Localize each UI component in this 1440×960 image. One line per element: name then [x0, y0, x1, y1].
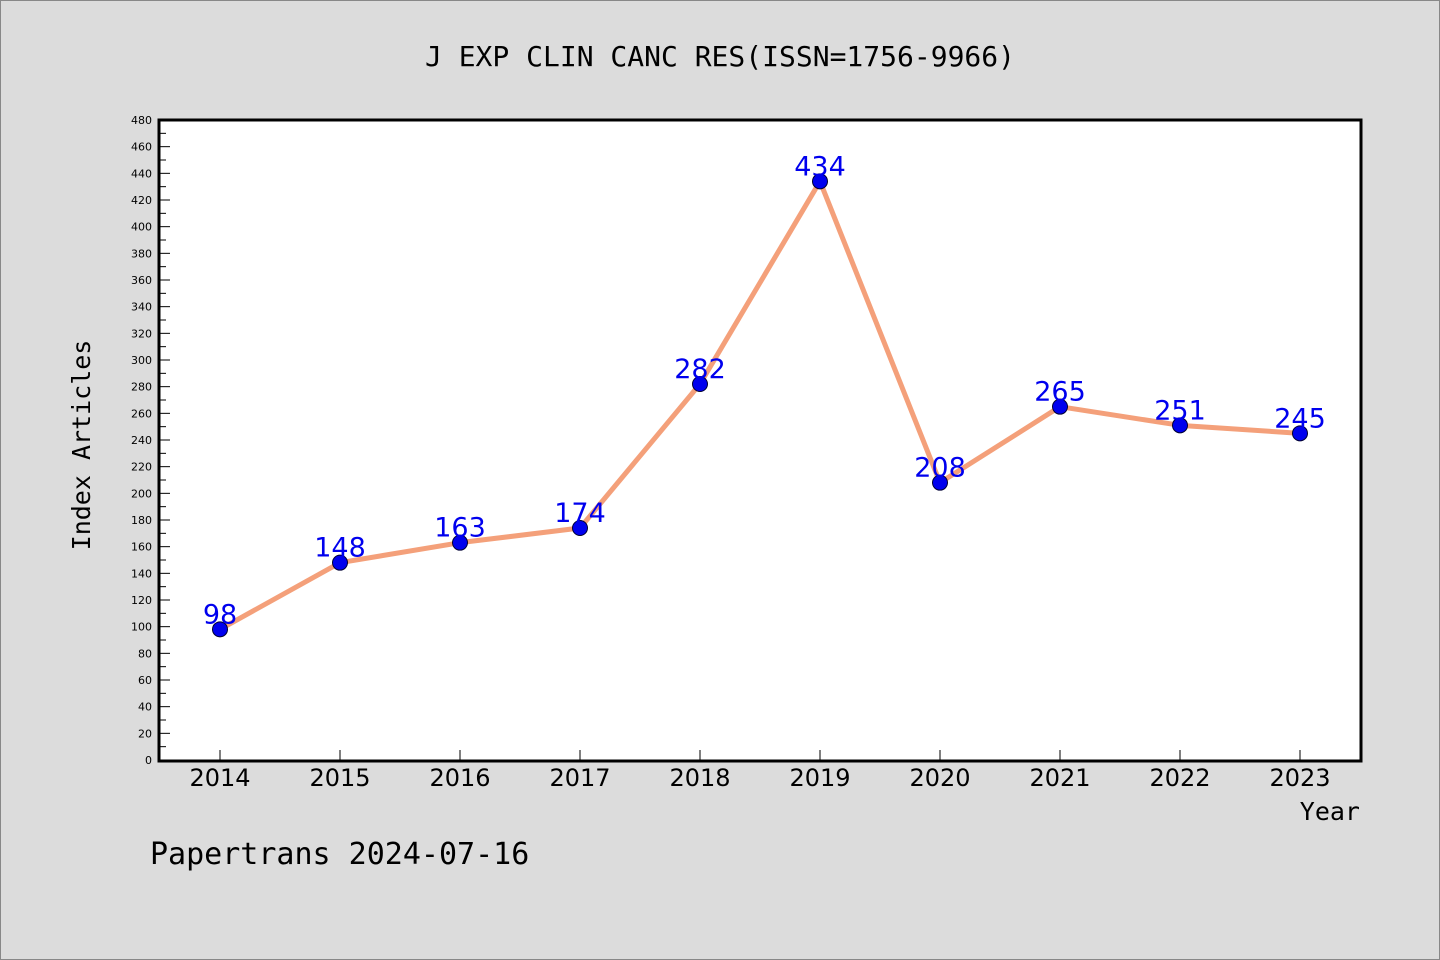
y-tick-label: 220	[131, 461, 152, 474]
y-tick-label: 140	[131, 567, 152, 580]
y-tick-label: 380	[131, 247, 152, 260]
data-label: 282	[674, 354, 726, 385]
data-point	[1172, 417, 1188, 434]
x-tick-label: 2016	[429, 764, 490, 792]
y-tick-label: 60	[138, 674, 152, 687]
y-axis: 0 20 40 60 80 100 120 140 160 180 200 220 240 260 280 3…	[131, 114, 170, 767]
data-label: 174	[554, 498, 606, 529]
y-tick-label: 20	[138, 727, 152, 740]
y-tick-label: 400	[131, 221, 152, 234]
x-tick-label: 2018	[669, 764, 730, 792]
x-tick-label: 2014	[189, 764, 250, 792]
plot-area	[157, 118, 1363, 763]
data-point	[692, 376, 708, 392]
data-point	[452, 534, 468, 551]
series-line	[218, 178, 1301, 632]
data-label: 208	[914, 453, 966, 484]
chart-title: J EXP CLIN CANC RES(ISSN=1756-9966)	[425, 40, 1015, 73]
x-tick-label: 2021	[1029, 764, 1090, 792]
y-tick-label: 300	[131, 354, 152, 367]
y-tick-label: 480	[131, 114, 152, 127]
y-tick-label: 80	[138, 647, 152, 660]
data-label: 148	[314, 533, 366, 564]
data-label: 251	[1154, 395, 1206, 426]
data-label: 245	[1274, 403, 1326, 434]
y-tick-label: 160	[131, 541, 152, 554]
y-tick-label: 460	[131, 141, 152, 154]
y-tick-label: 200	[131, 487, 152, 500]
data-label: 163	[434, 513, 486, 544]
y-tick-label: 320	[131, 327, 152, 340]
x-tick-label: 2020	[909, 764, 970, 792]
x-tick-label: 2019	[789, 764, 850, 792]
y-tick-label: 180	[131, 514, 152, 527]
y-tick-label: 280	[131, 381, 152, 394]
data-point	[572, 520, 588, 536]
y-tick-label: 440	[131, 167, 152, 180]
x-tick-label: 2022	[1149, 764, 1210, 792]
y-tick-label: 100	[131, 621, 152, 634]
data-label: 98	[203, 599, 237, 630]
y-tick-label: 420	[131, 194, 152, 207]
data-point	[1292, 425, 1308, 442]
data-label: 434	[794, 151, 846, 182]
x-axis: 2014 2015 2016 2017 2018 2019 2020 2021 2022 2023	[189, 750, 1331, 792]
x-tick-label: 2017	[549, 764, 610, 792]
y-tick-label: 120	[131, 594, 152, 607]
x-axis-label: Year	[1300, 797, 1360, 826]
y-tick-label: 240	[131, 434, 152, 447]
data-point	[932, 474, 948, 491]
data-point	[812, 173, 828, 190]
y-tick-label: 40	[138, 701, 152, 714]
y-tick-label: 0	[145, 754, 152, 767]
footer-text: Papertrans 2024-07-16	[150, 837, 529, 872]
x-tick-label: 2015	[309, 764, 370, 792]
y-tick-label: 340	[131, 301, 152, 314]
series-layer: 98 148 163 174 282 434 208 265 251 245	[203, 151, 1326, 638]
data-label: 265	[1034, 377, 1086, 408]
y-axis-label: Index Articles	[67, 340, 96, 551]
data-point	[1052, 398, 1068, 415]
y-tick-label: 260	[131, 407, 152, 420]
data-point	[212, 621, 228, 638]
y-tick-label: 360	[131, 274, 152, 287]
x-tick-label: 2023	[1269, 764, 1330, 792]
data-point	[332, 554, 348, 571]
